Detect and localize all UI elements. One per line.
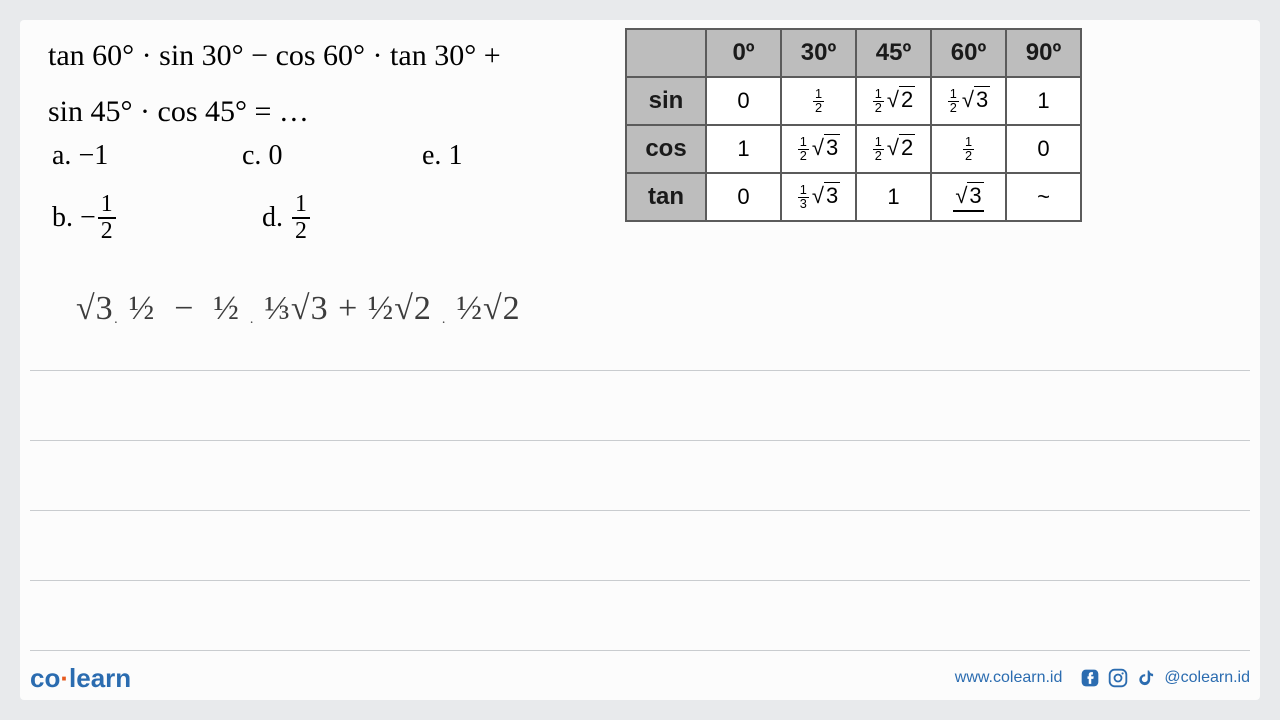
- table-col-90: 90º: [1006, 29, 1081, 77]
- options-row-2: b. − 1 2 d. 1 2: [52, 192, 612, 244]
- tan-90: ~: [1006, 173, 1081, 221]
- tan-60: 3: [931, 173, 1006, 221]
- row-label-sin: sin: [626, 77, 706, 125]
- option-a: a. −1: [52, 140, 242, 172]
- cos-30: 123: [781, 125, 856, 173]
- ruled-line: [30, 510, 1250, 511]
- tan-0: 0: [706, 173, 781, 221]
- sin-45: 122: [856, 77, 931, 125]
- sin-30: 12: [781, 77, 856, 125]
- option-b-neg: −: [80, 202, 96, 234]
- ruled-line: [30, 370, 1250, 371]
- tiktok-icon: [1136, 668, 1156, 688]
- worksheet-paper: tan 60° · sin 30° − cos 60° · tan 30° + …: [20, 20, 1260, 700]
- handwritten-work: √3· ½ − ½ · ⅓√3 + ½√2 · ½√2: [76, 290, 521, 331]
- option-a-value: −1: [78, 140, 108, 172]
- tan-30: 133: [781, 173, 856, 221]
- brand-text-1: co: [30, 663, 60, 693]
- cos-45: 122: [856, 125, 931, 173]
- table-col-0: 0º: [706, 29, 781, 77]
- option-d-den: 2: [292, 219, 310, 244]
- sin-60: 123: [931, 77, 1006, 125]
- ruled-line: [30, 440, 1250, 441]
- social-handle: @colearn.id: [1164, 669, 1250, 687]
- tan-45: 1: [856, 173, 931, 221]
- ruled-line: [30, 580, 1250, 581]
- option-d: d. 1 2: [262, 192, 442, 244]
- option-d-num: 1: [292, 192, 310, 219]
- option-a-label: a.: [52, 140, 71, 172]
- problem-statement: tan 60° · sin 30° − cos 60° · tan 30° + …: [48, 32, 648, 144]
- table-col-30: 30º: [781, 29, 856, 77]
- ruled-line: [30, 650, 1250, 651]
- table-col-60: 60º: [931, 29, 1006, 77]
- option-c-label: c.: [242, 140, 261, 172]
- option-c-value: 0: [268, 140, 282, 172]
- instagram-icon: [1108, 668, 1128, 688]
- footer-url: www.colearn.id: [955, 669, 1063, 687]
- option-c: c. 0: [242, 140, 422, 172]
- answer-options: a. −1 c. 0 e. 1 b. − 1 2 d.: [52, 140, 612, 264]
- table-row-sin: sin 0 12 122 123 1: [626, 77, 1081, 125]
- row-label-cos: cos: [626, 125, 706, 173]
- facebook-icon: [1080, 668, 1100, 688]
- table-corner-cell: [626, 29, 706, 77]
- option-b: b. − 1 2: [52, 192, 262, 244]
- option-e-label: e.: [422, 140, 441, 172]
- row-label-tan: tan: [626, 173, 706, 221]
- table-col-45: 45º: [856, 29, 931, 77]
- brand-logo: co·learn: [30, 663, 131, 694]
- option-e-value: 1: [448, 140, 462, 172]
- brand-text-2: learn: [69, 663, 131, 693]
- cos-90: 0: [1006, 125, 1081, 173]
- option-e: e. 1: [422, 140, 462, 172]
- table-row-cos: cos 1 123 122 12 0: [626, 125, 1081, 173]
- page-footer: co·learn www.colearn.id @colearn.id: [20, 656, 1260, 700]
- problem-line-1: tan 60° · sin 30° − cos 60° · tan 30° +: [48, 32, 648, 80]
- social-links: @colearn.id: [1080, 668, 1250, 688]
- problem-line-2: sin 45° · cos 45° = …: [48, 88, 648, 136]
- options-row-1: a. −1 c. 0 e. 1: [52, 140, 612, 172]
- cos-0: 1: [706, 125, 781, 173]
- option-b-num: 1: [98, 192, 116, 219]
- option-b-label: b.: [52, 202, 73, 234]
- table-row-tan: tan 0 133 1 3 ~: [626, 173, 1081, 221]
- option-d-fraction: 1 2: [292, 192, 310, 244]
- option-d-label: d.: [262, 202, 283, 234]
- sin-0: 0: [706, 77, 781, 125]
- option-b-fraction: 1 2: [98, 192, 116, 244]
- cos-60: 12: [931, 125, 1006, 173]
- footer-right: www.colearn.id @colearn.id: [955, 668, 1250, 688]
- trig-values-table: 0º 30º 45º 60º 90º sin 0 12 122 123 1 co…: [625, 28, 1082, 222]
- option-b-den: 2: [98, 219, 116, 244]
- brand-dot-icon: ·: [60, 663, 69, 693]
- sin-90: 1: [1006, 77, 1081, 125]
- table-header-row: 0º 30º 45º 60º 90º: [626, 29, 1081, 77]
